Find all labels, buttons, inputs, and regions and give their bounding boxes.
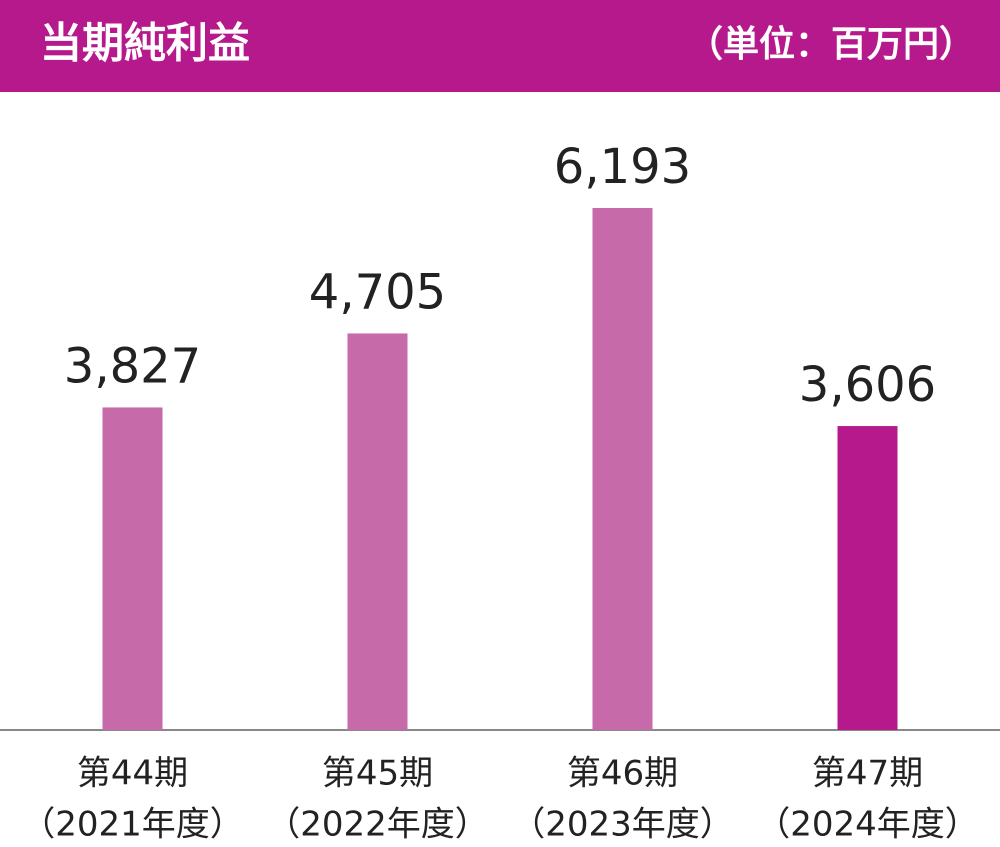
x-tick-sublabel: （2024年度）	[756, 805, 979, 845]
bar	[592, 208, 653, 731]
bar	[837, 426, 898, 730]
x-tick-label: 第47期	[812, 754, 923, 794]
x-tick-sublabel: （2021年度）	[21, 805, 244, 845]
x-tick-label: 第44期	[77, 754, 188, 794]
x-tick-sublabel: （2022年度）	[266, 805, 489, 845]
x-tick-sublabel: （2023年度）	[511, 805, 734, 845]
x-tick-label: 第45期	[322, 754, 433, 794]
bar	[347, 333, 408, 730]
bar	[102, 407, 163, 730]
value-label: 4,705	[309, 264, 446, 320]
value-label: 6,193	[554, 139, 691, 195]
value-label: 3,827	[64, 338, 201, 394]
unit-label: （単位：百万円）	[687, 24, 975, 65]
x-tick-label: 第46期	[567, 754, 678, 794]
chart-title: 当期純利益	[40, 19, 250, 68]
header-band	[0, 0, 1000, 92]
value-label: 3,606	[799, 357, 936, 413]
